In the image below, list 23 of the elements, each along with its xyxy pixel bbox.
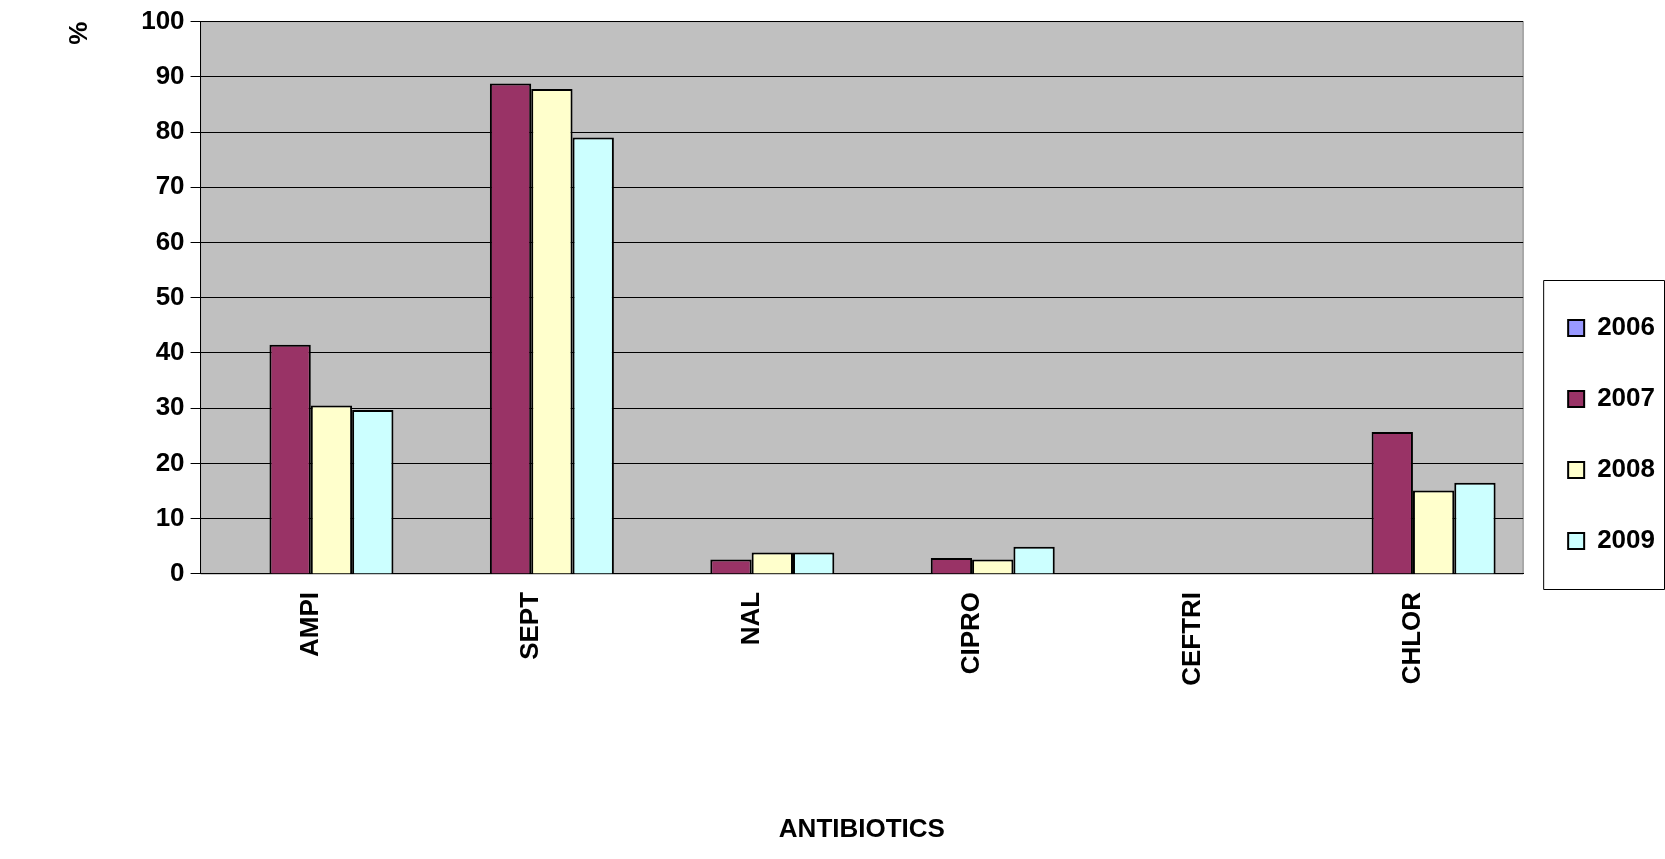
y-tick-label: 60 xyxy=(155,225,185,256)
y-tick-label: 70 xyxy=(155,170,185,201)
y-tick-label: 100 xyxy=(141,4,185,35)
y-tick-label: 20 xyxy=(155,446,185,477)
y-tick-label: 0 xyxy=(170,557,185,588)
x-tick-label: CEFTRI xyxy=(1175,591,1206,686)
legend-label: 2007 xyxy=(1597,382,1655,413)
y-tick-label: 10 xyxy=(155,501,185,532)
legend-label: 2009 xyxy=(1597,524,1655,555)
x-tick-label: CHLOR xyxy=(1396,591,1427,685)
x-tick-label: CIPRO xyxy=(955,591,986,675)
legend-label: 2006 xyxy=(1597,311,1655,342)
x-tick-label: SEPT xyxy=(514,591,545,660)
y-tick-label: 80 xyxy=(155,115,185,146)
x-axis-title: ANTIBIOTICS xyxy=(778,812,945,843)
y-tick-label: 30 xyxy=(155,391,185,422)
y-axis-title: % xyxy=(62,21,93,45)
x-tick-label: AMPI xyxy=(293,591,324,657)
y-tick-label: 50 xyxy=(155,280,185,311)
x-tick-label: NAL xyxy=(734,591,765,646)
legend-label: 2008 xyxy=(1597,453,1655,484)
y-tick-label: 90 xyxy=(155,60,185,90)
y-tick-label: 40 xyxy=(155,336,185,367)
